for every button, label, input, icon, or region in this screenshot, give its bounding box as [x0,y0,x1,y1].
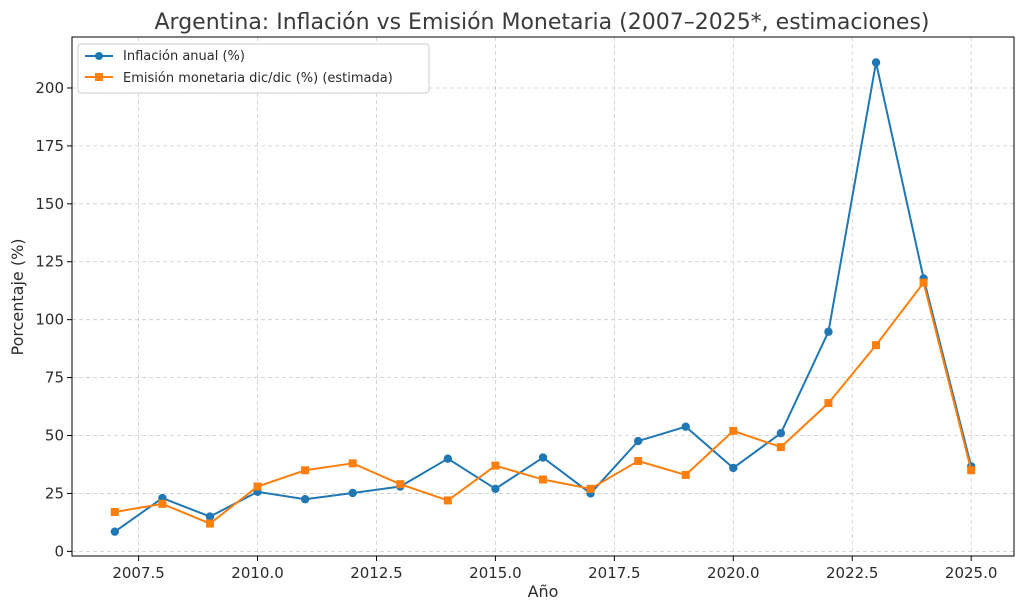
y-axis-label: Porcentaje (%) [8,238,27,355]
data-point [634,457,643,466]
x-tick-label: 2007.5 [112,564,165,582]
series-line [114,281,973,525]
data-point [824,399,833,408]
data-point [491,461,500,470]
data-point [539,475,547,484]
data-point [729,426,738,435]
data-point [491,484,500,494]
x-axis-label: Año [528,582,559,601]
legend-label-emission: Emisión monetaria dic/dic (%) (estimada) [123,71,393,86]
plot-frame [71,36,1015,557]
y-tick-label: 75 [45,369,64,387]
y-tick-label: 175 [35,137,64,155]
data-point [729,463,738,473]
data-point [586,484,595,493]
legend-label-inflation: Inflación anual (%) [123,49,245,64]
y-tick-label: 100 [35,311,64,329]
data-point [776,429,786,438]
x-tick-label: 2012.5 [350,564,403,582]
y-tick-label: 125 [35,253,64,271]
series-group [110,58,976,536]
x-tick-label: 2015.0 [469,564,522,582]
x-tick-label: 2020.0 [707,564,760,582]
x-tick-label: 2017.5 [588,564,641,582]
legend-marker-emission [95,73,103,81]
x-tick-label: 2022.5 [826,564,879,582]
y-tick-label: 25 [45,484,64,502]
x-tick-label: 2010.0 [231,564,284,582]
legend-box [77,43,430,94]
data-point [443,454,453,463]
data-point [300,495,310,504]
y-axis-ticks: 0 25 50 75 100 125 150 175 200 [35,79,72,560]
data-point [110,507,119,516]
series-2 [110,278,976,528]
legend-marker-inflation [95,52,103,60]
x-tick-label: 2025.0 [945,564,998,582]
data-point [348,459,357,468]
y-tick-label: 0 [54,542,64,560]
data-point [538,453,548,462]
data-point [919,278,928,287]
data-point [681,422,690,431]
y-tick-label: 50 [45,427,64,445]
data-point [633,436,643,446]
data-point [253,482,262,491]
data-point [871,58,881,67]
data-point [776,443,785,452]
series-1 [110,58,976,536]
axes [71,36,1015,557]
data-point [158,499,167,508]
data-point [681,470,690,479]
legend: Inflación anual (%) Emisión monetaria di… [77,43,430,94]
y-tick-label: 150 [35,195,64,213]
data-point [205,512,215,521]
data-point [967,466,976,475]
data-point [348,488,357,498]
data-point [110,527,120,536]
data-point [396,480,405,489]
chart-title: Argentina: Inflación vs Emisión Monetari… [154,10,929,35]
data-point [824,327,833,336]
x-axis-ticks: 2007.5 2010.0 2012.5 2015.0 2017.5 2020.0 2022… [112,556,997,582]
y-tick-label: 200 [35,79,64,97]
data-point [205,519,214,528]
data-point [443,496,452,505]
data-point [301,466,310,475]
data-point [872,341,881,350]
